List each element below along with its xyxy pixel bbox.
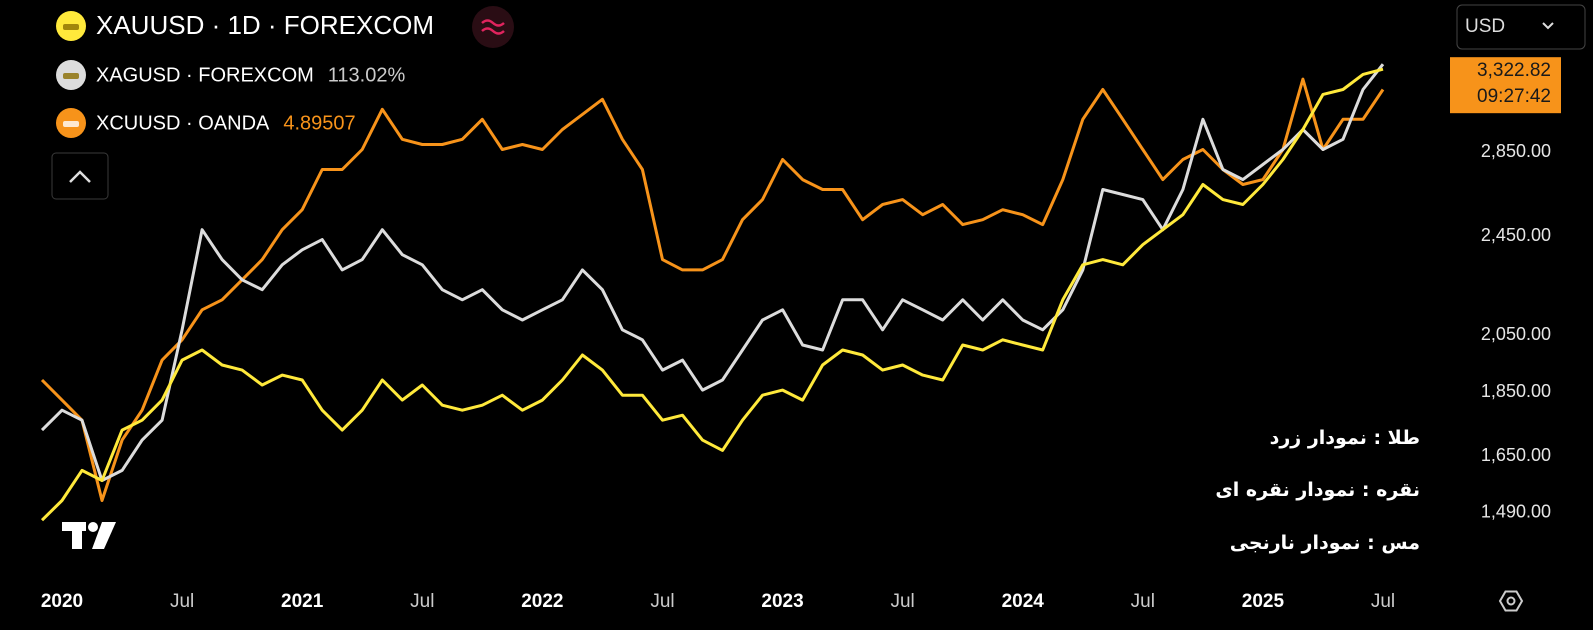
y-tick-label: 1,650.00	[1481, 445, 1551, 465]
legend-value: 4.89507	[283, 112, 355, 134]
legend-icon-mark	[63, 121, 79, 127]
collapse-button[interactable]	[51, 152, 109, 200]
x-tick-label: 2024	[1002, 591, 1045, 612]
series-layer	[40, 63, 1385, 522]
y-tick-label: 2,450.00	[1481, 225, 1551, 245]
y-tick-label: 1,850.00	[1481, 381, 1551, 401]
x-tick-label: 2020	[41, 591, 83, 612]
x-tick-label: Jul	[1371, 591, 1395, 612]
x-tick-label: Jul	[1131, 591, 1155, 612]
y-tick-label: 2,850.00	[1481, 141, 1551, 161]
legend-name: XAUUSD · 1D · FOREXCOM	[96, 10, 434, 40]
price-label: 3,322.82	[1477, 60, 1551, 81]
x-tick-label: Jul	[170, 591, 194, 612]
x-tick-label: Jul	[410, 591, 434, 612]
series-line	[40, 77, 1385, 502]
y-tick-label: 1,490.00	[1481, 501, 1551, 521]
x-tick-label: Jul	[650, 591, 674, 612]
price-time: 09:27:42	[1477, 86, 1551, 107]
currency-dropdown[interactable]	[1456, 4, 1586, 50]
settings-button[interactable]	[1498, 590, 1524, 612]
annotation: طلا : نمودار زرد	[1269, 427, 1420, 449]
x-tick-label: 2025	[1242, 591, 1285, 612]
x-tick-label: 2021	[281, 591, 324, 612]
logo	[62, 522, 116, 549]
legend-name: XCUUSD · OANDA	[96, 112, 270, 134]
y-tick-label: 2,050.00	[1481, 324, 1551, 344]
series-line	[40, 63, 1385, 482]
price-marker	[1450, 57, 1561, 114]
compare-icon[interactable]	[472, 6, 514, 48]
legend-value: 113.02%	[328, 64, 406, 86]
legend-icon-mark	[63, 73, 79, 79]
x-tick-label: 2022	[521, 591, 563, 612]
annotation: مس : نمودار نارنجی	[1229, 532, 1420, 554]
x-tick-label: 2023	[761, 591, 803, 612]
legend-icon-mark	[63, 24, 79, 30]
series-line	[40, 67, 1384, 522]
currency-label: USD	[1465, 16, 1505, 37]
x-tick-label: Jul	[890, 591, 914, 612]
annotation: نقره : نمودار نقره ای	[1215, 479, 1420, 501]
legend-name: XAGUSD · FOREXCOM	[96, 64, 314, 86]
